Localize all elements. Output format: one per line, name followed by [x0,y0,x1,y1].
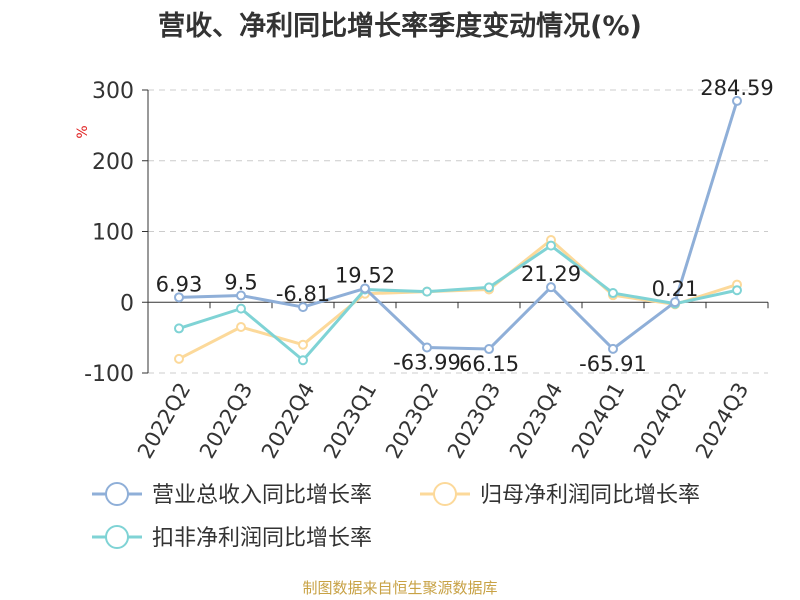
data-point [422,286,432,297]
y-tick-label: 0 [120,291,134,316]
legend-label: 营业总收入同比增长率 [152,483,372,508]
data-label: 0.21 [652,277,699,301]
data-label: 284.59 [700,76,773,100]
x-tick-label: 2023Q2 [381,379,443,463]
x-tick-label: 2024Q1 [567,379,629,463]
data-point [174,353,184,364]
x-tick-label: 2022Q4 [257,379,319,463]
data-label: -63.99 [393,351,461,375]
x-tick-label: 2023Q3 [443,379,505,463]
data-point [236,303,246,314]
data-point [360,283,370,294]
data-point [546,282,556,293]
y-tick-label: 100 [92,221,134,246]
grid [148,89,768,374]
data-point [546,240,556,251]
data-point [484,282,494,293]
data-point [422,342,432,353]
x-tick-label: 2024Q2 [629,379,691,463]
data-point [298,355,308,366]
data-point [484,344,494,355]
series-line [178,244,738,362]
x-tick-label: 2023Q4 [505,379,567,463]
legend-label: 扣非净利润同比增长率 [152,526,372,551]
legend-marker [105,482,129,506]
data-label: -65.91 [579,352,647,376]
y-axis-label: % [75,125,91,138]
data-point [298,302,308,313]
series-line [178,100,739,351]
data-label: 6.93 [156,272,203,296]
x-tick-label: 2023Q1 [319,379,381,463]
source-note: 制图数据来自恒生聚源数据库 [302,579,498,597]
data-point [608,343,618,354]
legend-marker [433,482,457,506]
data-label: 66.15 [459,352,519,376]
legend-marker [105,525,129,549]
x-tick-label: 2022Q2 [133,379,195,463]
y-tick-label: 200 [92,150,134,175]
data-point [608,288,618,299]
data-point [732,95,742,106]
series [174,95,742,366]
data-label: 9.5 [224,271,257,295]
data-point [236,290,246,301]
data-point [174,323,184,334]
data-point [236,322,246,333]
x-tick-label: 2024Q3 [691,379,753,463]
data-point [670,297,680,308]
data-label: 19.52 [335,263,395,287]
legend-item: 扣非净利润同比增长率 [92,525,372,551]
y-tick-label: -100 [84,362,134,387]
legend-item: 归母净利润同比增长率 [420,482,700,508]
data-point [298,339,308,350]
legend-item: 营业总收入同比增长率 [92,482,372,508]
x-tick-label: 2022Q3 [195,379,257,463]
legend-label: 归母净利润同比增长率 [480,483,700,508]
chart-title: 营收、净利同比增长率季度变动情况(%) [158,11,642,42]
data-point [732,285,742,296]
y-tick-label: 300 [92,79,134,104]
data-label: 21.29 [521,262,581,286]
data-point [174,292,184,303]
data-label: -6.81 [276,282,330,306]
